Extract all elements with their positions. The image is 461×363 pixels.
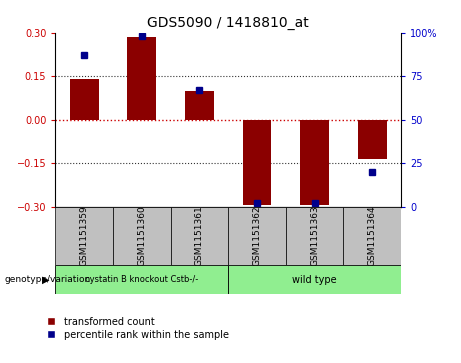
Legend: transformed count, percentile rank within the sample: transformed count, percentile rank withi… xyxy=(47,317,229,340)
Text: GSM1151364: GSM1151364 xyxy=(368,205,377,266)
Bar xyxy=(171,207,228,265)
Text: GSM1151362: GSM1151362 xyxy=(253,205,261,266)
Text: wild type: wild type xyxy=(292,274,337,285)
Bar xyxy=(300,120,329,205)
Text: GSM1151359: GSM1151359 xyxy=(80,205,89,266)
Text: ▶: ▶ xyxy=(42,274,50,285)
Text: GSM1151360: GSM1151360 xyxy=(137,205,146,266)
Title: GDS5090 / 1418810_at: GDS5090 / 1418810_at xyxy=(148,16,309,30)
Bar xyxy=(55,265,228,294)
Bar xyxy=(228,265,401,294)
Text: genotype/variation: genotype/variation xyxy=(5,275,91,284)
Bar xyxy=(286,207,343,265)
Bar xyxy=(55,207,113,265)
Text: cystatin B knockout Cstb-/-: cystatin B knockout Cstb-/- xyxy=(85,275,198,284)
Bar xyxy=(358,120,387,159)
Bar xyxy=(185,91,214,120)
Text: GSM1151363: GSM1151363 xyxy=(310,205,319,266)
Bar xyxy=(127,37,156,120)
Bar xyxy=(343,207,401,265)
Bar xyxy=(70,79,99,120)
Text: GSM1151361: GSM1151361 xyxy=(195,205,204,266)
Bar xyxy=(242,120,272,205)
Bar xyxy=(113,207,171,265)
Bar xyxy=(228,207,286,265)
